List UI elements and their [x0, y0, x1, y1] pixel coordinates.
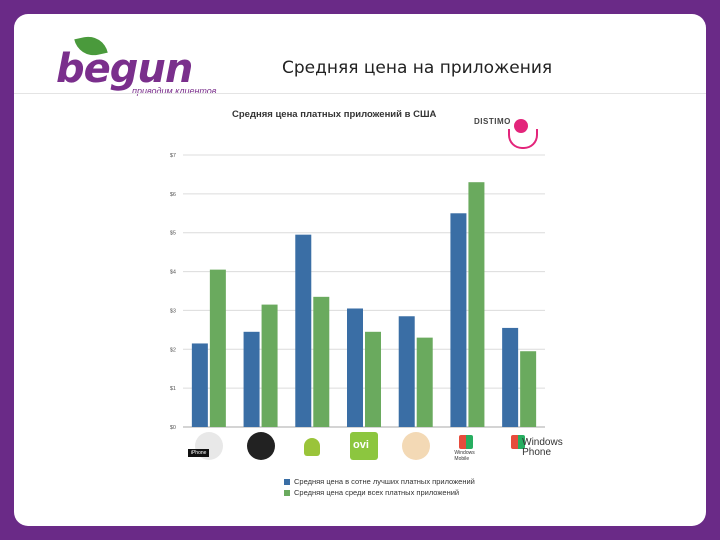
windows-phone-icon: Windows Phone — [502, 432, 563, 468]
bar-all-2 — [313, 296, 330, 427]
y-tick-label: $1 — [170, 386, 176, 392]
platform-label: ovi — [353, 439, 369, 451]
y-tick-label: $4 — [170, 270, 176, 276]
bar-top100-0 — [191, 343, 208, 427]
bar-top100-5 — [450, 213, 467, 427]
windows-flag-icon — [511, 435, 526, 449]
chart-legend: Средняя цена в сотне лучших платных прил… — [284, 476, 475, 498]
y-tick-label: $6 — [170, 192, 176, 198]
slide-title: Средняя цена на приложения — [282, 58, 553, 78]
bar-all-1 — [261, 304, 278, 427]
bar-all-4 — [416, 337, 433, 427]
bar-all-0 — [209, 269, 226, 427]
brand-name: begun — [56, 46, 193, 92]
bar-top100-6 — [502, 327, 519, 427]
y-tick-label: $7 — [170, 153, 176, 159]
bar-all-6 — [520, 351, 537, 427]
y-tick-label: $5 — [170, 231, 176, 237]
y-tick-label: $0 — [170, 425, 176, 431]
palm-icon-shape — [401, 432, 430, 460]
ovi-icon: ovi — [347, 432, 381, 468]
bar-top100-2 — [295, 234, 312, 427]
android-body-icon — [304, 438, 321, 456]
title-divider — [14, 93, 706, 94]
legend-label-top100: Средняя цена в сотне лучших платных прил… — [294, 477, 475, 486]
apple-icon: iPhone — [187, 432, 226, 468]
android-icon — [295, 432, 329, 468]
legend-item-top100: Средняя цена в сотне лучших платных прил… — [284, 476, 475, 487]
windows-flag-icon — [459, 435, 474, 449]
begun-logo: begun приводим клиентов — [54, 33, 244, 104]
y-tick-label: $2 — [170, 347, 176, 353]
platform-label: Windows Mobile — [454, 450, 475, 462]
distimo-logo: DISTIMO — [474, 113, 546, 157]
legend-swatch-green — [284, 490, 290, 497]
legend-swatch-blue — [284, 479, 290, 486]
octopus-legs-icon — [508, 129, 538, 149]
legend-item-all: Средняя цена среди всех платных приложен… — [284, 487, 475, 498]
bar-top100-1 — [243, 331, 260, 427]
ovi-icon-shape — [350, 432, 378, 460]
bar-top100-3 — [347, 308, 363, 427]
bar-all-5 — [468, 182, 485, 427]
y-tick-label: $3 — [170, 308, 176, 314]
palm-icon — [399, 432, 433, 468]
distimo-text: DISTIMO — [474, 117, 511, 126]
brand-tagline: приводим клиентов — [132, 86, 217, 96]
platform-label: Windows Phone — [522, 437, 563, 458]
blackberry-icon-shape — [246, 432, 275, 460]
blackberry-icon — [244, 432, 278, 468]
platform-label: iPhone — [187, 449, 210, 457]
bar-all-3 — [365, 331, 381, 427]
windows-mobile-icon: Windows Mobile — [450, 432, 484, 468]
bar-top100-4 — [398, 316, 415, 427]
chart-title: Средняя цена платных приложений в США — [232, 109, 437, 120]
legend-label-all: Средняя цена среди всех платных приложен… — [294, 488, 460, 497]
